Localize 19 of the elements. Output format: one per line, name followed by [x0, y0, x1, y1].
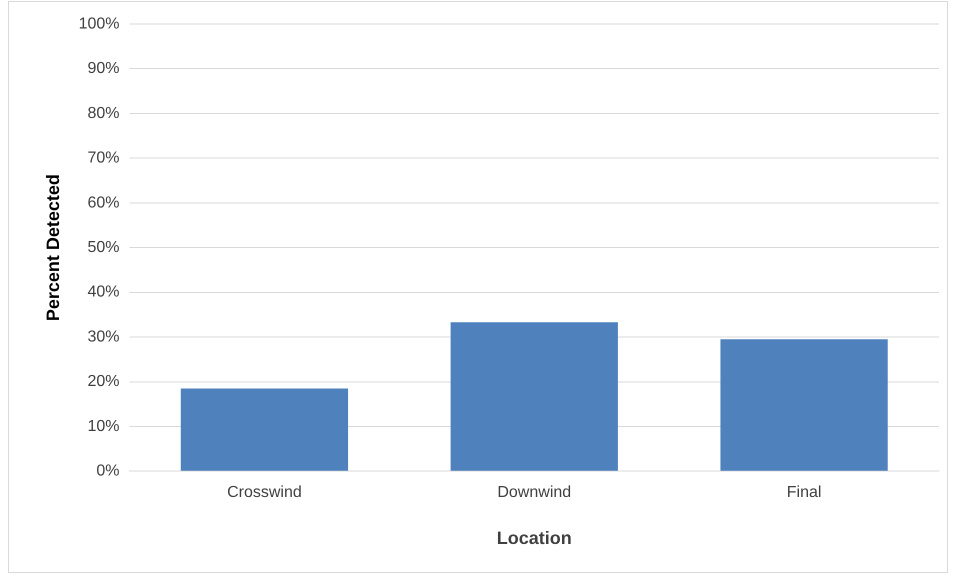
bar — [180, 388, 348, 471]
y-tick-label: 20% — [87, 373, 120, 390]
y-tick-label: 30% — [87, 328, 120, 346]
y-tick-label: 40% — [87, 284, 120, 301]
x-tick-label: Final — [786, 484, 822, 502]
bar — [720, 339, 888, 471]
bar — [450, 322, 618, 471]
x-tick-label: Downwind — [497, 484, 572, 502]
y-tick-label: 10% — [87, 418, 120, 435]
y-tick-label: 100% — [78, 15, 120, 32]
y-tick-label: 90% — [87, 60, 120, 78]
x-tick-label: Crosswind — [227, 484, 302, 502]
y-axis-title: Percent Detected — [42, 174, 63, 322]
y-tick-label: 0% — [96, 462, 120, 480]
y-tick-label: 70% — [87, 150, 120, 167]
x-axis-title: Location — [496, 528, 572, 548]
y-tick-label: 60% — [87, 194, 120, 212]
y-tick-label: 50% — [87, 239, 120, 256]
y-tick-label: 80% — [87, 104, 120, 122]
